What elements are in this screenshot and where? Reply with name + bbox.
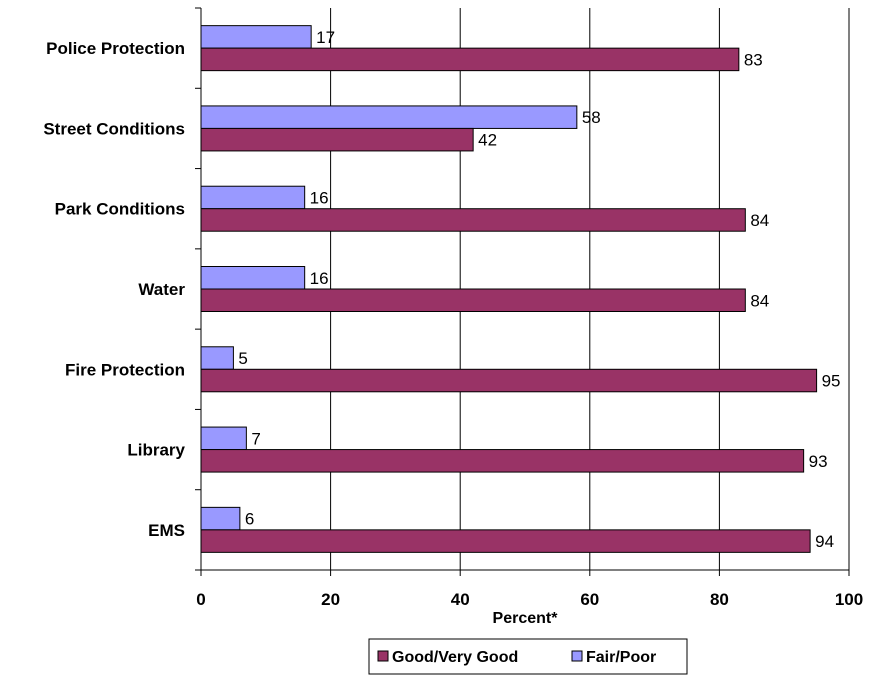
x-tick-label-80: 80 — [710, 590, 729, 609]
data-label-good-very-good-fire-protection: 95 — [822, 372, 841, 391]
x-tick-label-0: 0 — [196, 590, 205, 609]
bar-fair-poor-street-conditions — [200, 105, 578, 129]
bar-good-very-good-library — [200, 449, 805, 473]
category-label-ems: EMS — [148, 521, 185, 540]
bar-good-very-good-street-conditions — [200, 127, 474, 152]
data-label-good-very-good-library: 93 — [809, 452, 828, 471]
data-label-fair-poor-police-protection: 17 — [316, 28, 335, 47]
bar-fair-poor-ems — [200, 506, 241, 531]
labels: 0 20 40 60 80 100 Police Protection 17 83 Street … — [43, 28, 863, 609]
data-label-fair-poor-park-conditions: 16 — [310, 188, 329, 207]
bar-good-very-good-ems — [200, 529, 811, 553]
category-label-park-conditions: Park Conditions — [55, 200, 185, 219]
category-label-water: Water — [138, 280, 185, 299]
x-tick-label-60: 60 — [580, 590, 599, 609]
data-label-fair-poor-ems: 6 — [245, 510, 254, 529]
data-label-good-very-good-water: 84 — [750, 291, 769, 310]
bar-fair-poor-fire-protection — [200, 346, 234, 370]
data-label-fair-poor-street-conditions: 58 — [582, 108, 601, 127]
category-label-street-conditions: Street Conditions — [43, 119, 185, 138]
legend-swatch-fair-poor — [571, 650, 583, 662]
bar-good-very-good-park-conditions — [200, 208, 746, 232]
category-label-library: Library — [127, 441, 185, 460]
data-label-good-very-good-ems: 94 — [815, 532, 834, 551]
data-label-good-very-good-street-conditions: 42 — [478, 131, 497, 150]
legend-box — [368, 638, 688, 675]
data-label-fair-poor-water: 16 — [310, 269, 329, 288]
category-label-police-protection: Police Protection — [46, 39, 185, 58]
bar-fair-poor-police-protection — [200, 25, 312, 49]
axes — [195, 7, 850, 576]
data-label-good-very-good-park-conditions: 84 — [750, 211, 769, 230]
category-label-fire-protection: Fire Protection — [65, 360, 185, 379]
x-tick-label-20: 20 — [321, 590, 340, 609]
bar-fair-poor-library — [200, 426, 247, 451]
bar-fair-poor-water — [200, 266, 306, 290]
data-label-fair-poor-library: 7 — [251, 429, 260, 448]
data-label-good-very-good-police-protection: 83 — [744, 50, 763, 69]
legend: Good/Very Good Fair/Poor — [368, 638, 688, 675]
x-tick-label-100: 100 — [835, 590, 863, 609]
bar-good-very-good-water — [200, 288, 746, 312]
bars — [200, 25, 818, 553]
bar-fair-poor-park-conditions — [200, 185, 306, 210]
data-label-fair-poor-fire-protection: 5 — [238, 349, 247, 368]
x-tick-label-40: 40 — [451, 590, 470, 609]
legend-swatch-good-very-good — [377, 650, 389, 662]
legend-label-fair-poor: Fair/Poor — [586, 649, 656, 666]
bar-good-very-good-police-protection — [200, 47, 740, 72]
legend-label-good-very-good: Good/Very Good — [392, 649, 518, 666]
bar-good-very-good-fire-protection — [200, 368, 818, 393]
x-axis-title: Percent* — [493, 610, 559, 627]
